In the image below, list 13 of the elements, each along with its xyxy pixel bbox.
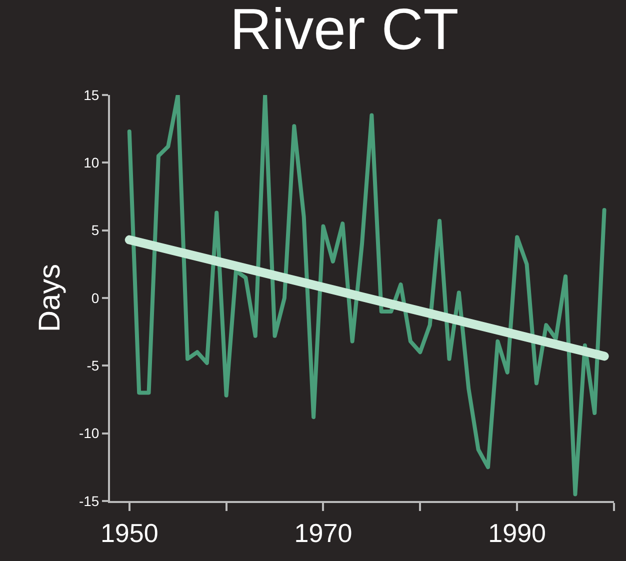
y-tick-label: 0 [91, 290, 100, 306]
chart-title: River CT [230, 0, 459, 62]
y-tick-label: 15 [84, 86, 100, 103]
x-tick-label: 1970 [294, 518, 352, 548]
x-tick-label: 1950 [100, 518, 158, 548]
y-tick-label: 5 [91, 222, 100, 238]
y-tick-label: -10 [78, 425, 100, 442]
line-series [127, 95, 606, 496]
y-tick-label: 10 [84, 154, 100, 171]
y-axis-title: Days [33, 264, 66, 332]
x-tick-label: 1990 [488, 518, 546, 548]
y-tick-label: -15 [78, 492, 100, 509]
y-tick-label: -5 [86, 358, 100, 374]
